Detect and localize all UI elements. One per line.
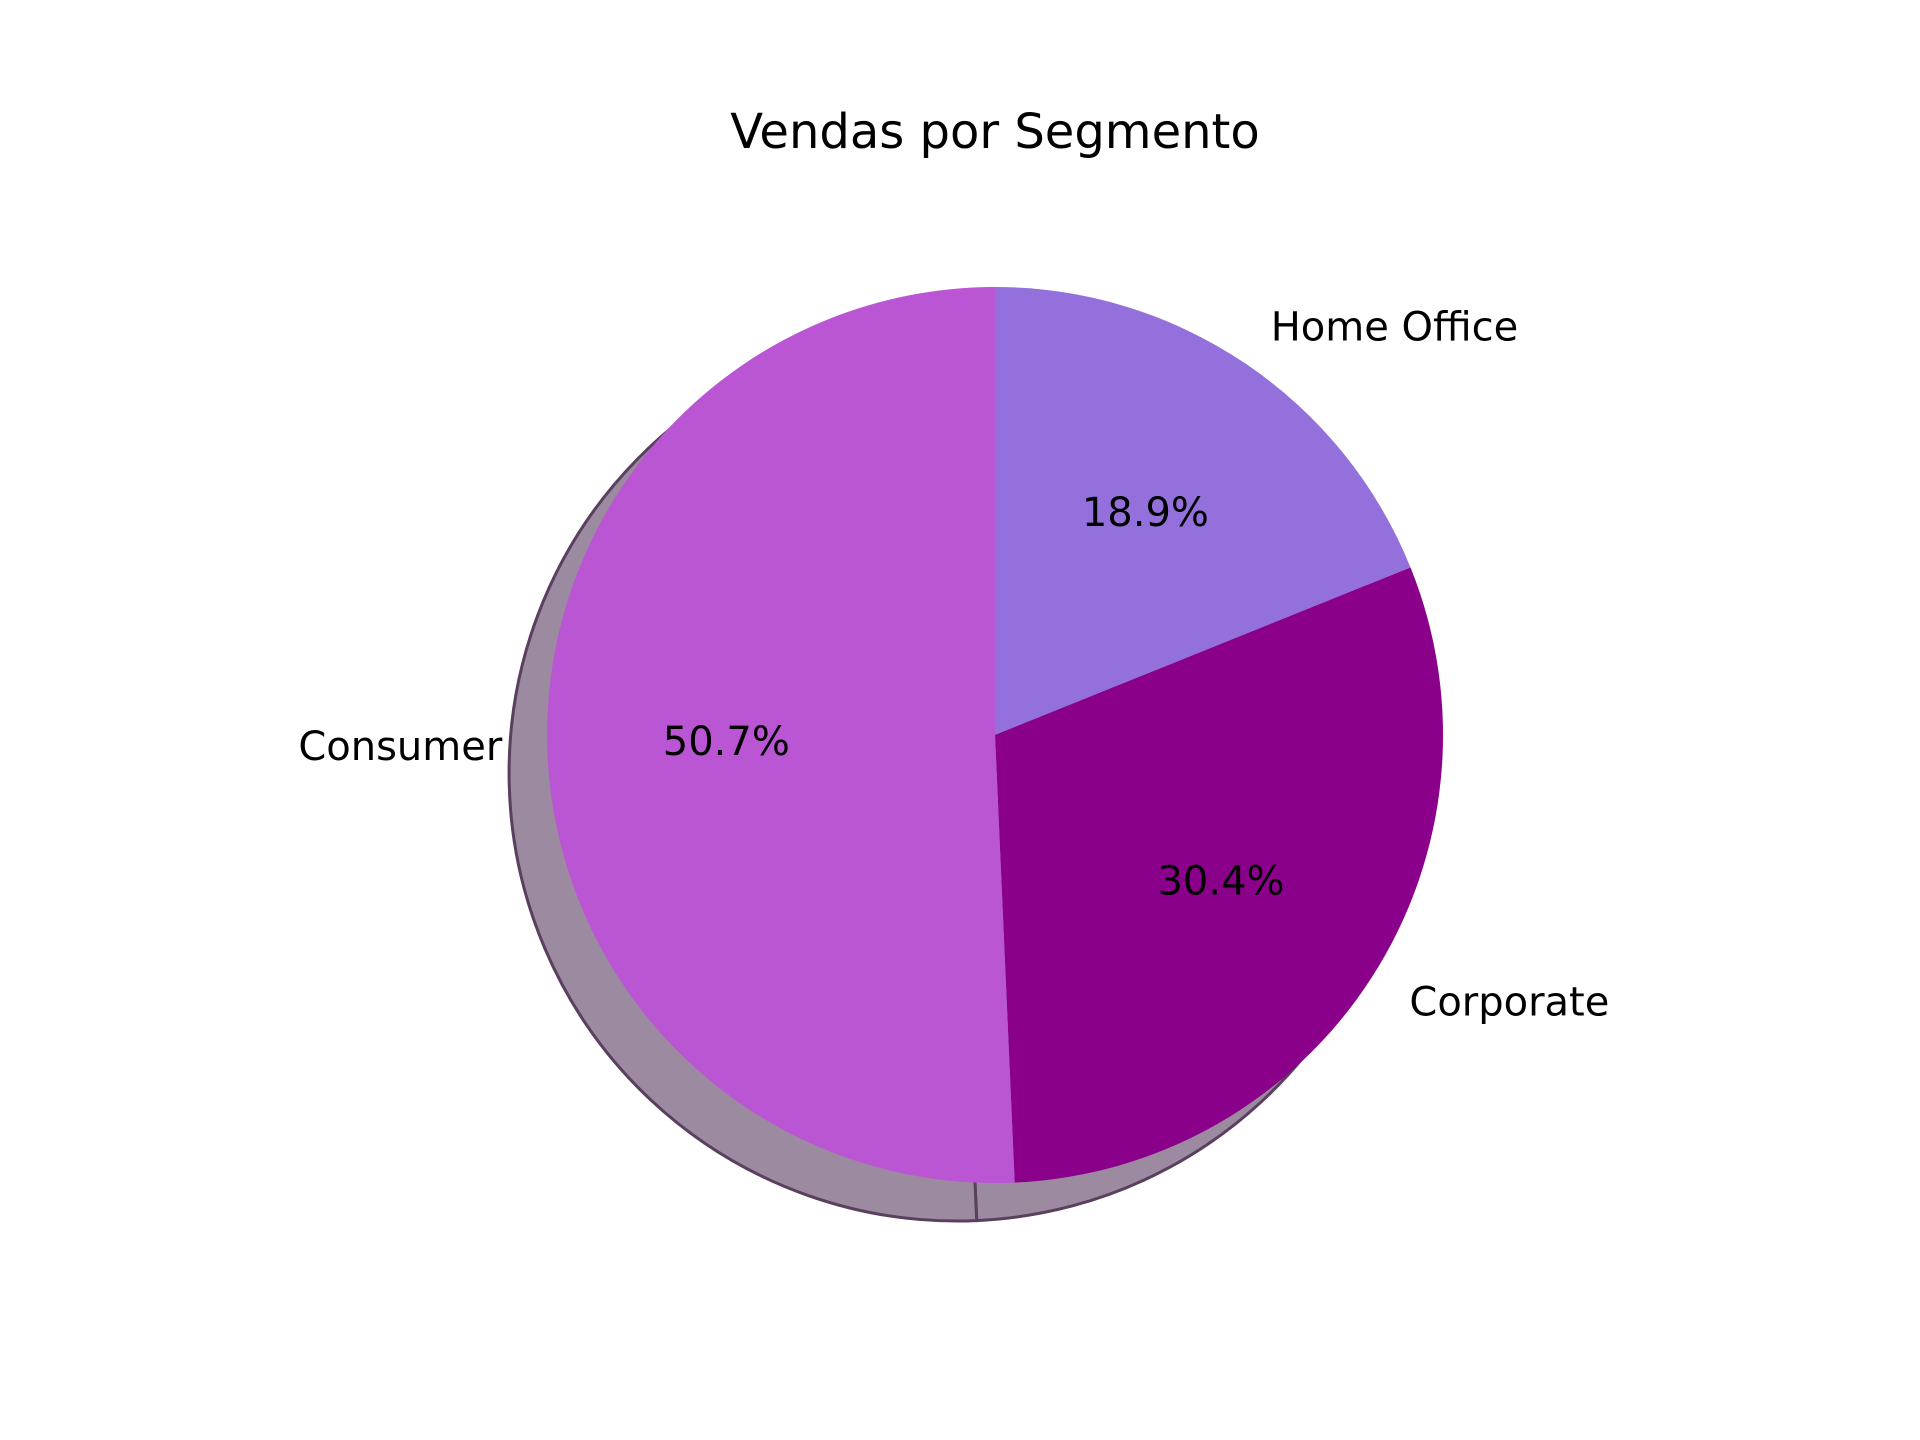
- slice-consumer: [547, 287, 1015, 1183]
- slice-label-corporate: Corporate: [1409, 980, 1609, 1026]
- slice-label-consumer: Consumer: [298, 724, 503, 770]
- pie-slices: [547, 287, 1444, 1183]
- slice-label-home-office: Home Office: [1271, 305, 1519, 351]
- pie-labels: Home Office 18.9% Corporate 30.4% Consumer 50…: [298, 305, 1609, 1026]
- slice-corporate: [995, 567, 1444, 1183]
- pct-label-consumer: 50.7%: [663, 719, 790, 765]
- slice-home-office: [995, 287, 1411, 735]
- chart-title: Vendas por Segmento: [730, 104, 1259, 160]
- pct-label-corporate: 30.4%: [1157, 859, 1284, 905]
- pct-label-home-office: 18.9%: [1082, 490, 1209, 536]
